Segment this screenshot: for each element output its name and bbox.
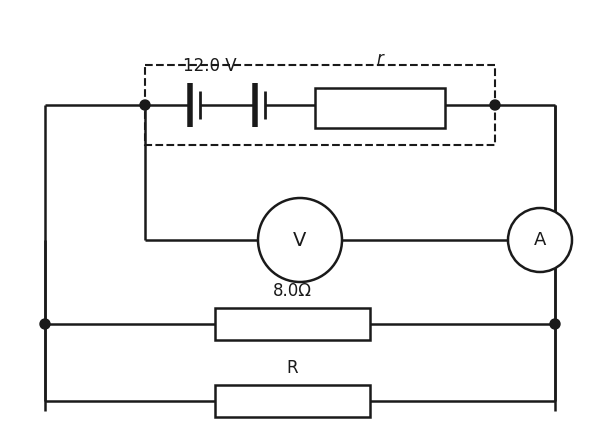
Bar: [215, 385, 370, 417]
Text: 12.0 V: 12.0 V: [183, 57, 237, 75]
Circle shape: [40, 319, 50, 329]
Circle shape: [258, 198, 342, 282]
Circle shape: [140, 100, 150, 110]
Text: V: V: [293, 230, 307, 249]
Bar: [145, 65, 495, 145]
Bar: [315, 88, 445, 128]
Text: 8.0Ω: 8.0Ω: [272, 282, 311, 300]
Circle shape: [508, 208, 572, 272]
Circle shape: [490, 100, 500, 110]
Text: r: r: [377, 50, 383, 68]
Text: R: R: [286, 359, 298, 377]
Circle shape: [550, 319, 560, 329]
Bar: [215, 308, 370, 340]
Text: A: A: [534, 231, 546, 249]
